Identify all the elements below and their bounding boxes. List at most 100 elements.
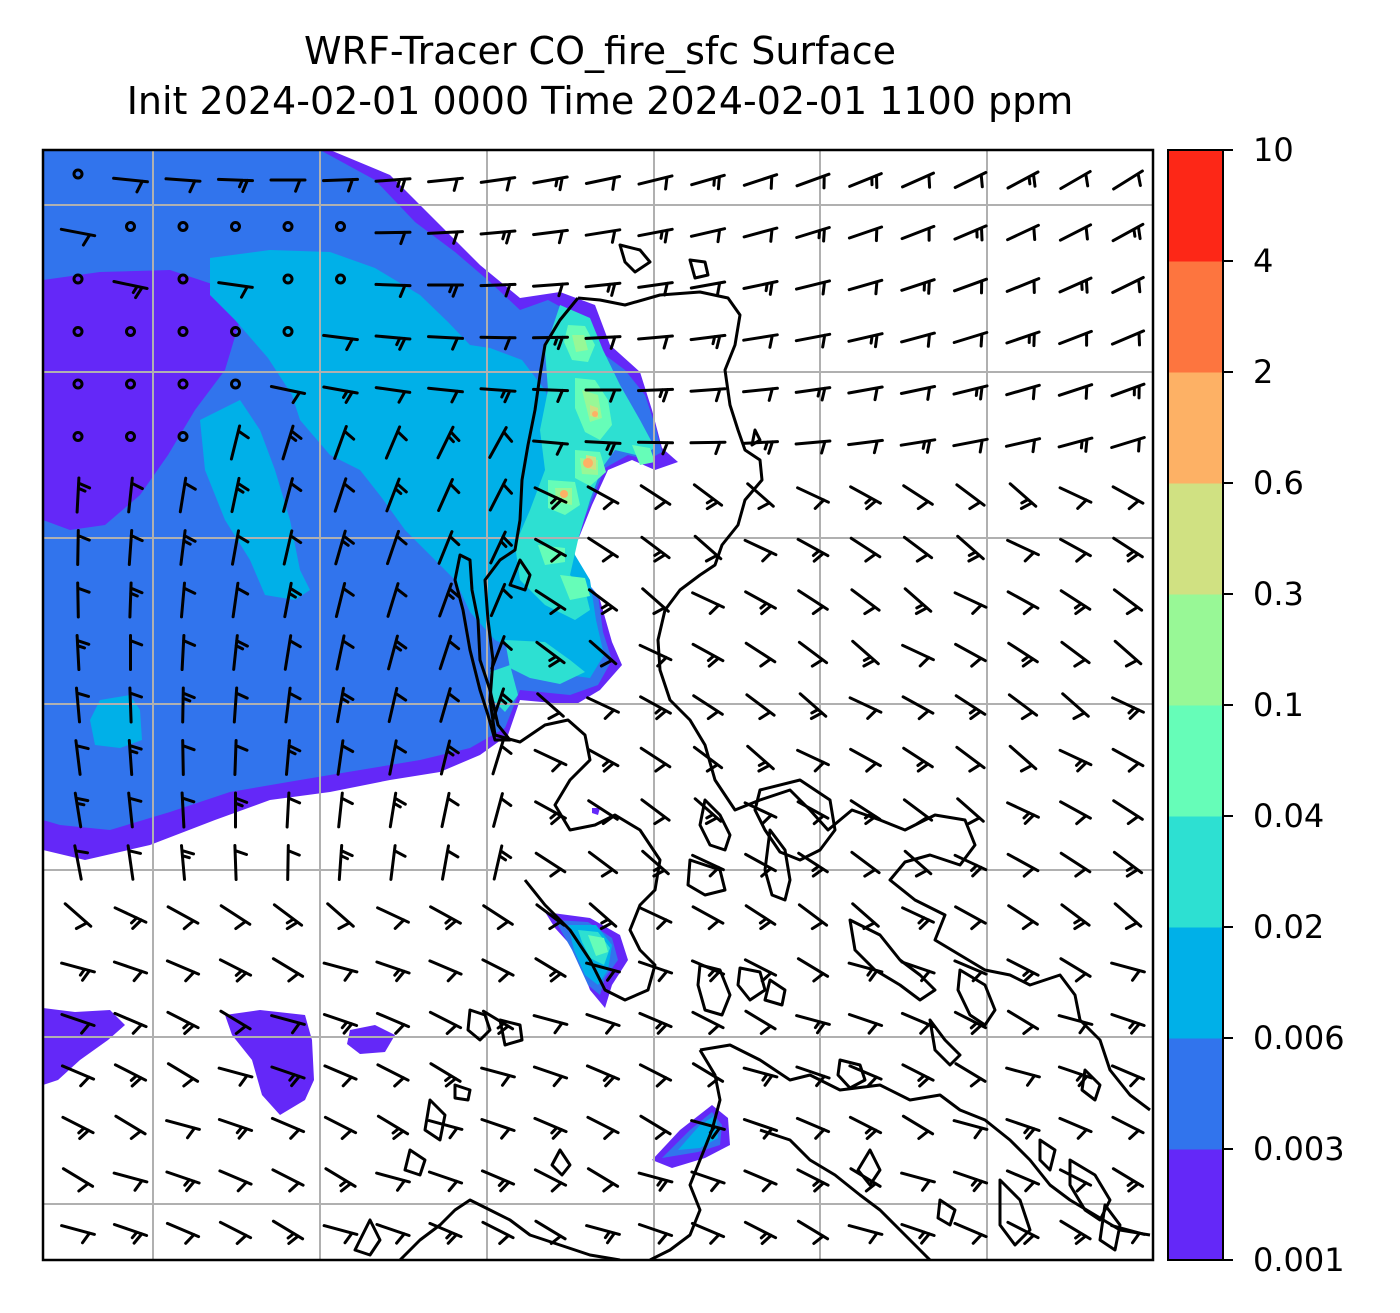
wind-barb [112, 960, 149, 983]
wind-barb [1111, 747, 1145, 773]
wind-barb [639, 484, 672, 511]
wind-barb [218, 1220, 253, 1245]
wind-barb [588, 639, 618, 668]
wind-barb [742, 280, 779, 296]
wind-barb [637, 281, 674, 297]
wind-barb [127, 476, 144, 514]
wind-barb [587, 536, 619, 563]
wind-barb [692, 745, 724, 773]
wind-barb [637, 960, 674, 983]
wind-barb [534, 800, 567, 826]
wind-barb [953, 853, 988, 878]
wind-calm-circle [125, 431, 136, 442]
wind-barb [337, 844, 354, 881]
wind-barb [1110, 1013, 1146, 1035]
wind-barb [73, 844, 89, 881]
wind-calm-circle [72, 168, 84, 180]
wind-barb [535, 903, 566, 931]
wind-calm-circle [177, 326, 189, 337]
wind-barb [639, 695, 672, 721]
wind-barb [692, 483, 724, 511]
wind-barb [1007, 641, 1039, 668]
wind-barb [283, 581, 302, 619]
wind-barb [1057, 1065, 1094, 1088]
wind-barb [746, 482, 775, 510]
wind-barb [1111, 222, 1145, 243]
wind-barb [480, 1066, 516, 1087]
wind-barb [376, 1063, 410, 1088]
wind-barb [641, 849, 670, 878]
wind-barb [795, 279, 831, 296]
wind-barb [952, 384, 989, 401]
wind-barb [166, 1010, 200, 1035]
colorbar-tick-label: 0.02 [1253, 908, 1324, 946]
wind-barb [489, 582, 513, 618]
wind-barb [1113, 902, 1143, 930]
wind-barb [233, 844, 248, 881]
wind-barb [233, 739, 249, 776]
wind-barb [165, 1170, 201, 1193]
wind-barb [849, 1167, 882, 1193]
wind-barb [488, 478, 513, 512]
wind-barb [1058, 1168, 1093, 1193]
wind-barb [903, 587, 933, 615]
wind-barb [586, 696, 620, 720]
wind-barb [1005, 383, 1041, 401]
wind-barb [850, 850, 881, 878]
wind-barb [693, 534, 723, 563]
wind-barb [900, 1171, 936, 1192]
wind-barb [232, 686, 249, 724]
wind-barb [1112, 169, 1144, 191]
wind-barb [441, 844, 460, 881]
wind-barb [690, 173, 726, 191]
wind-barb [953, 277, 988, 295]
wind-barb [952, 1170, 989, 1193]
wind-barb [587, 799, 619, 826]
wind-barb [76, 529, 91, 566]
wind-barb [953, 1010, 988, 1035]
wind-barb [798, 692, 828, 720]
wind-barb [272, 903, 304, 931]
wind-barb [850, 588, 881, 616]
wind-barb [374, 282, 412, 298]
wind-barb [744, 852, 777, 878]
wind-barb [165, 1221, 201, 1245]
wind-calm-circle [335, 273, 346, 285]
colorbar-bin [1168, 372, 1223, 484]
chart-title: WRF-Tracer CO_fire_sfc Surface Init 2024… [0, 26, 1200, 126]
wind-barb [61, 1167, 95, 1193]
wind-barb [1006, 958, 1040, 983]
colorbar-tick-label: 10 [1253, 131, 1294, 169]
colorbar-bin [1168, 1038, 1223, 1150]
wind-barb [333, 425, 356, 460]
wind-barb [323, 1064, 358, 1088]
wind-barb [490, 635, 513, 670]
wind-barb [902, 484, 934, 511]
wind-barb [952, 331, 989, 348]
wind-barb [1006, 223, 1040, 242]
colorbar-tick-label: 0.6 [1253, 464, 1304, 502]
wind-barb [181, 686, 196, 724]
wind-barb [847, 225, 884, 243]
wind-barb [232, 634, 249, 671]
wind-barb [1005, 1169, 1041, 1193]
wind-barb [1006, 590, 1040, 616]
wind-barb [386, 582, 408, 618]
wind-barb [1111, 696, 1145, 720]
wind-barb [641, 587, 670, 615]
wind-barb [375, 960, 411, 983]
wind-calm-circle [230, 221, 241, 232]
wind-calm-circle [72, 431, 84, 442]
wind-barb [744, 641, 777, 668]
wind-barb [847, 385, 884, 402]
wind-barb [439, 687, 460, 723]
colorbar-tick-label: 0.1 [1253, 686, 1304, 724]
wind-barb [1113, 639, 1143, 668]
wind-barb [374, 334, 412, 351]
wind-barb [427, 230, 464, 245]
wind-barb [532, 1065, 569, 1088]
wind-barb [440, 791, 460, 829]
wind-barb [217, 281, 254, 299]
wind-barb [1058, 486, 1093, 510]
wind-barb [848, 1064, 883, 1088]
